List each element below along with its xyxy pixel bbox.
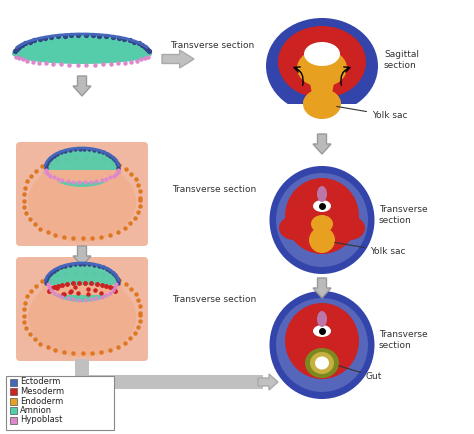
Ellipse shape xyxy=(309,227,335,253)
FancyBboxPatch shape xyxy=(16,257,148,361)
Ellipse shape xyxy=(313,325,331,337)
Text: Ectoderm: Ectoderm xyxy=(20,378,60,387)
Text: Transverse
section: Transverse section xyxy=(379,330,428,350)
Polygon shape xyxy=(75,359,89,375)
Polygon shape xyxy=(313,224,331,238)
Ellipse shape xyxy=(305,348,339,378)
Ellipse shape xyxy=(310,352,334,374)
Polygon shape xyxy=(10,417,17,424)
Ellipse shape xyxy=(46,149,118,187)
Polygon shape xyxy=(75,375,263,389)
Polygon shape xyxy=(42,170,122,182)
Polygon shape xyxy=(308,71,336,94)
Ellipse shape xyxy=(276,173,368,267)
Ellipse shape xyxy=(297,49,347,87)
Polygon shape xyxy=(313,134,331,154)
Text: Mesoderm: Mesoderm xyxy=(20,387,64,396)
Ellipse shape xyxy=(266,18,378,114)
Polygon shape xyxy=(73,76,91,96)
Text: Hypoblast: Hypoblast xyxy=(20,415,63,424)
Ellipse shape xyxy=(317,186,327,202)
Text: Transverse section: Transverse section xyxy=(172,185,256,194)
Text: Endoderm: Endoderm xyxy=(20,397,63,405)
Ellipse shape xyxy=(303,89,341,119)
Polygon shape xyxy=(73,246,91,266)
Text: Yolk sac: Yolk sac xyxy=(335,243,405,256)
Text: Gut: Gut xyxy=(338,366,383,381)
Polygon shape xyxy=(264,106,380,126)
Text: Yolk sac: Yolk sac xyxy=(337,106,408,120)
Polygon shape xyxy=(313,278,331,298)
Ellipse shape xyxy=(317,311,327,327)
Polygon shape xyxy=(162,50,194,68)
FancyBboxPatch shape xyxy=(16,142,148,246)
Ellipse shape xyxy=(279,216,309,240)
Text: Transverse
section: Transverse section xyxy=(379,205,428,225)
Ellipse shape xyxy=(303,89,341,119)
Ellipse shape xyxy=(311,215,333,233)
Ellipse shape xyxy=(278,26,366,98)
Text: Transverse section: Transverse section xyxy=(170,42,254,50)
Ellipse shape xyxy=(304,42,340,66)
Polygon shape xyxy=(258,374,278,390)
Ellipse shape xyxy=(46,264,118,302)
Polygon shape xyxy=(10,378,17,385)
Polygon shape xyxy=(10,407,17,414)
Polygon shape xyxy=(10,388,17,395)
Ellipse shape xyxy=(285,178,359,254)
Ellipse shape xyxy=(270,166,374,274)
Ellipse shape xyxy=(285,303,359,379)
Polygon shape xyxy=(12,34,152,64)
Ellipse shape xyxy=(270,291,374,399)
Ellipse shape xyxy=(315,356,329,369)
Text: Amnion: Amnion xyxy=(20,406,52,415)
Polygon shape xyxy=(267,104,377,134)
Ellipse shape xyxy=(28,277,136,357)
Polygon shape xyxy=(10,398,17,404)
Polygon shape xyxy=(42,285,122,295)
Text: Sagittal
section: Sagittal section xyxy=(384,50,419,70)
Ellipse shape xyxy=(313,200,331,212)
Text: Transverse section: Transverse section xyxy=(172,296,256,305)
Ellipse shape xyxy=(335,216,365,240)
Ellipse shape xyxy=(28,162,136,242)
FancyBboxPatch shape xyxy=(6,376,114,430)
Ellipse shape xyxy=(276,298,368,392)
